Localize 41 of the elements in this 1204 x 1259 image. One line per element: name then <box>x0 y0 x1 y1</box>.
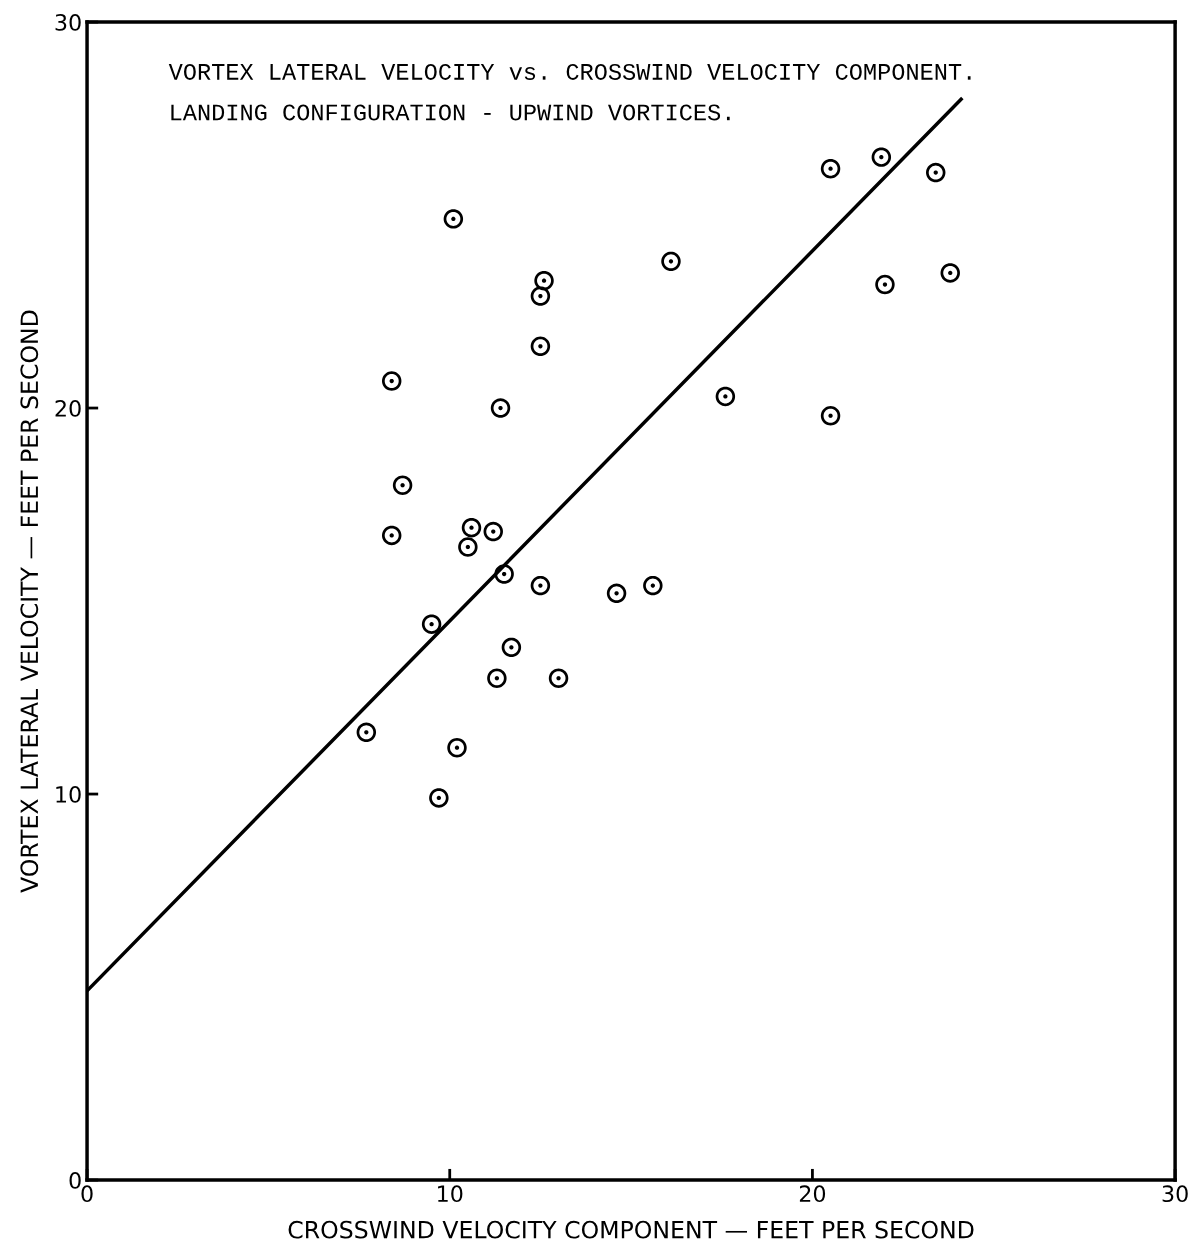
x-tick-label: 0 <box>81 1185 93 1203</box>
x-tick-label: 10 <box>438 1185 463 1203</box>
point <box>458 537 478 557</box>
point <box>534 270 554 291</box>
point <box>871 147 892 167</box>
x-tick-label: 30 <box>1162 1185 1188 1203</box>
x-tick-label: 20 <box>799 1185 826 1203</box>
point <box>447 738 467 758</box>
x-axis-title: CROSSWIND VELOCITY COMPONENT — FEET PER SECOND <box>288 1220 974 1239</box>
point <box>643 575 663 596</box>
y-tick-label: 20 <box>55 399 81 417</box>
y-tick-label: 0 <box>69 1172 81 1189</box>
point <box>548 668 569 688</box>
point <box>356 722 377 743</box>
y-axis-title: VORTEX LATERAL VELOCITY — FEET PER SECOND <box>20 310 39 893</box>
point <box>661 251 681 272</box>
point <box>530 575 551 596</box>
point <box>494 564 514 584</box>
point <box>381 525 402 546</box>
point <box>461 517 482 538</box>
point <box>530 336 551 356</box>
point <box>483 521 503 542</box>
point <box>501 637 522 658</box>
point <box>490 398 511 418</box>
point <box>715 386 736 407</box>
point <box>820 406 841 426</box>
point <box>487 668 507 688</box>
point <box>940 263 960 283</box>
point <box>443 209 464 229</box>
text: VORTEX LATERAL VELOCITY vs. CROSSWIND VELOCITY COMPONENT. <box>168 63 971 80</box>
point <box>381 371 402 391</box>
point <box>820 158 841 179</box>
point <box>606 583 627 604</box>
y-tick-label: 10 <box>56 786 81 803</box>
text: LANDING CONFIGURATION - UPWIND VORTICES. <box>171 104 730 121</box>
point <box>926 162 946 183</box>
point <box>429 788 449 808</box>
y-tick-label: 30 <box>55 13 81 31</box>
point <box>875 274 895 295</box>
point <box>421 614 442 634</box>
point <box>392 475 413 495</box>
